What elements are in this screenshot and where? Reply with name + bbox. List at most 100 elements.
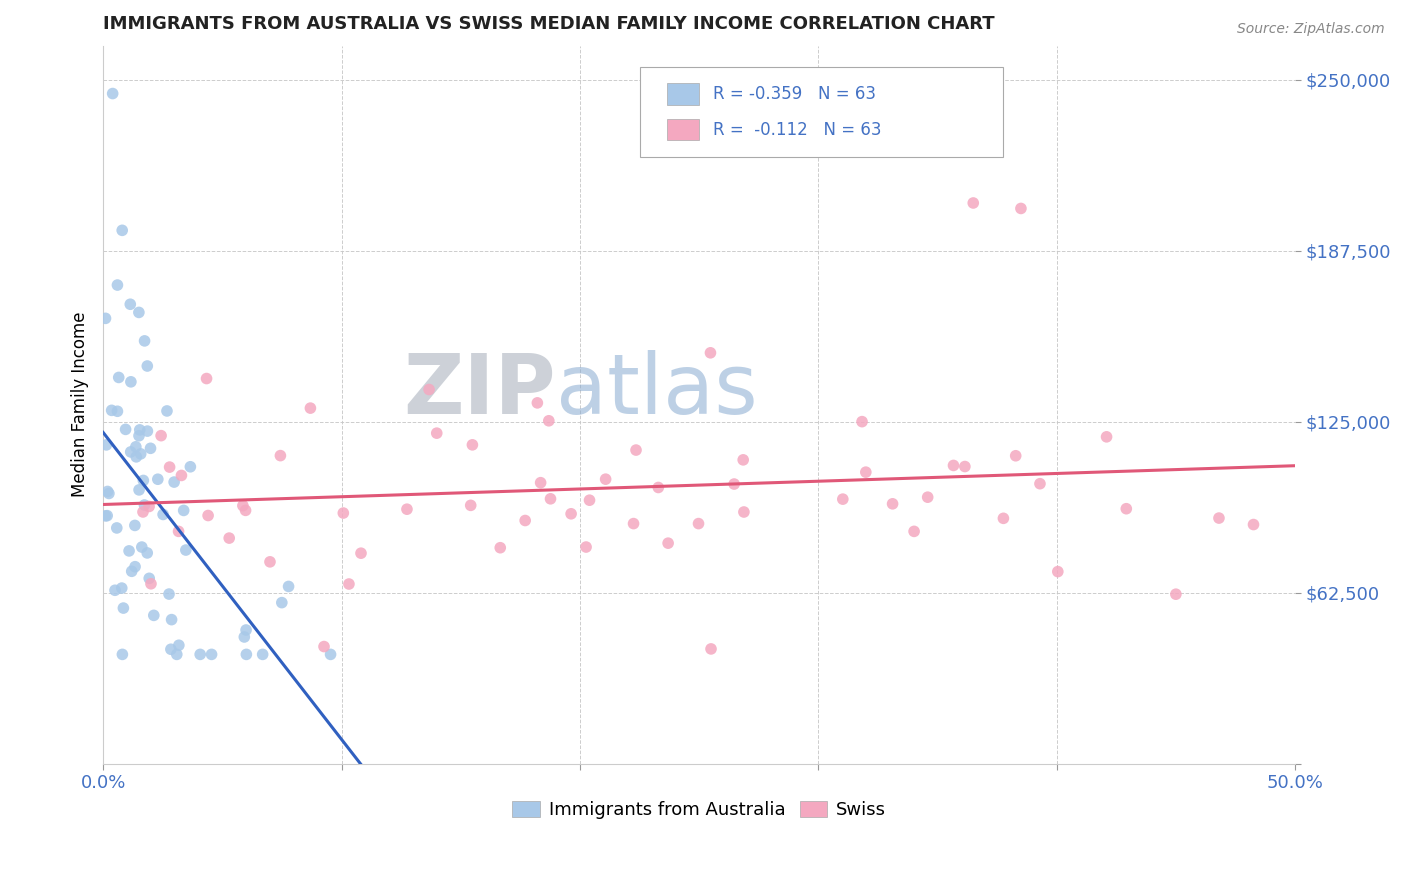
Point	[121, 564, 143, 578]
Point	[118, 544, 141, 558]
Point	[688, 516, 710, 531]
Point	[96, 508, 118, 523]
Point	[160, 613, 183, 627]
Point	[131, 540, 153, 554]
Point	[623, 516, 645, 531]
Text: ZIP: ZIP	[404, 350, 555, 431]
Point	[232, 499, 254, 513]
Point	[107, 278, 129, 293]
Point	[132, 474, 155, 488]
Point	[530, 475, 553, 490]
Point	[138, 571, 160, 585]
Text: Source: ZipAtlas.com: Source: ZipAtlas.com	[1237, 22, 1385, 37]
Text: atlas: atlas	[555, 350, 758, 431]
Point	[166, 648, 188, 662]
Text: R =  -0.112   N = 63: R = -0.112 N = 63	[713, 120, 882, 138]
Point	[700, 641, 723, 656]
Point	[733, 453, 755, 467]
Point	[395, 502, 418, 516]
Point	[418, 383, 440, 397]
Point	[537, 414, 560, 428]
Point	[188, 648, 211, 662]
Point	[156, 404, 179, 418]
Point	[624, 443, 647, 458]
Point	[233, 630, 256, 644]
Point	[120, 297, 142, 311]
Point	[107, 404, 129, 418]
Point	[136, 424, 159, 438]
Point	[526, 396, 548, 410]
Point	[104, 583, 127, 598]
Point	[235, 503, 257, 517]
Point	[128, 429, 150, 443]
Point	[112, 601, 135, 615]
Point	[903, 524, 925, 539]
Point	[134, 334, 156, 348]
Point	[138, 500, 160, 514]
Point	[426, 426, 449, 441]
Point	[560, 507, 582, 521]
FancyBboxPatch shape	[640, 67, 1002, 157]
Point	[269, 449, 291, 463]
Point	[350, 546, 373, 560]
Point	[120, 375, 142, 389]
Point	[160, 642, 183, 657]
Point	[97, 486, 120, 500]
Point	[142, 608, 165, 623]
Point	[96, 438, 118, 452]
Point	[1029, 476, 1052, 491]
Point	[259, 555, 281, 569]
Point	[647, 480, 669, 494]
Point	[111, 223, 134, 237]
Point	[332, 506, 354, 520]
Point	[125, 440, 148, 454]
Point	[337, 577, 360, 591]
Point	[1208, 511, 1230, 525]
Point	[993, 511, 1015, 525]
Point	[167, 524, 190, 539]
Point	[235, 623, 257, 637]
Point	[139, 442, 162, 456]
Point	[114, 422, 136, 436]
Point	[460, 499, 482, 513]
Point	[515, 514, 537, 528]
Point	[657, 536, 679, 550]
Point	[174, 543, 197, 558]
Point	[125, 450, 148, 464]
Point	[312, 640, 335, 654]
Point	[124, 559, 146, 574]
Point	[132, 505, 155, 519]
Point	[575, 540, 598, 554]
Point	[200, 648, 222, 662]
Point	[831, 492, 853, 507]
Point	[270, 596, 292, 610]
Point	[942, 458, 965, 473]
Point	[1095, 430, 1118, 444]
Bar	[666, 83, 699, 104]
Point	[299, 401, 322, 416]
Point	[962, 196, 984, 211]
Point	[128, 483, 150, 497]
Point	[1115, 501, 1137, 516]
Point	[733, 505, 755, 519]
Point	[157, 587, 180, 601]
Point	[107, 370, 129, 384]
Point	[159, 460, 181, 475]
Text: R = -0.359   N = 63: R = -0.359 N = 63	[713, 85, 876, 103]
Point	[111, 581, 134, 595]
Point	[105, 521, 128, 535]
Point	[120, 445, 142, 459]
Point	[139, 576, 162, 591]
Point	[97, 484, 120, 499]
Point	[1243, 517, 1265, 532]
Point	[1164, 587, 1187, 601]
Y-axis label: Median Family Income: Median Family Income	[72, 312, 89, 498]
Point	[163, 475, 186, 489]
Point	[917, 490, 939, 504]
Point	[111, 648, 134, 662]
Point	[699, 346, 721, 360]
Point	[252, 648, 274, 662]
Point	[489, 541, 512, 555]
Text: IMMIGRANTS FROM AUSTRALIA VS SWISS MEDIAN FAMILY INCOME CORRELATION CHART: IMMIGRANTS FROM AUSTRALIA VS SWISS MEDIA…	[103, 15, 995, 33]
Point	[128, 423, 150, 437]
